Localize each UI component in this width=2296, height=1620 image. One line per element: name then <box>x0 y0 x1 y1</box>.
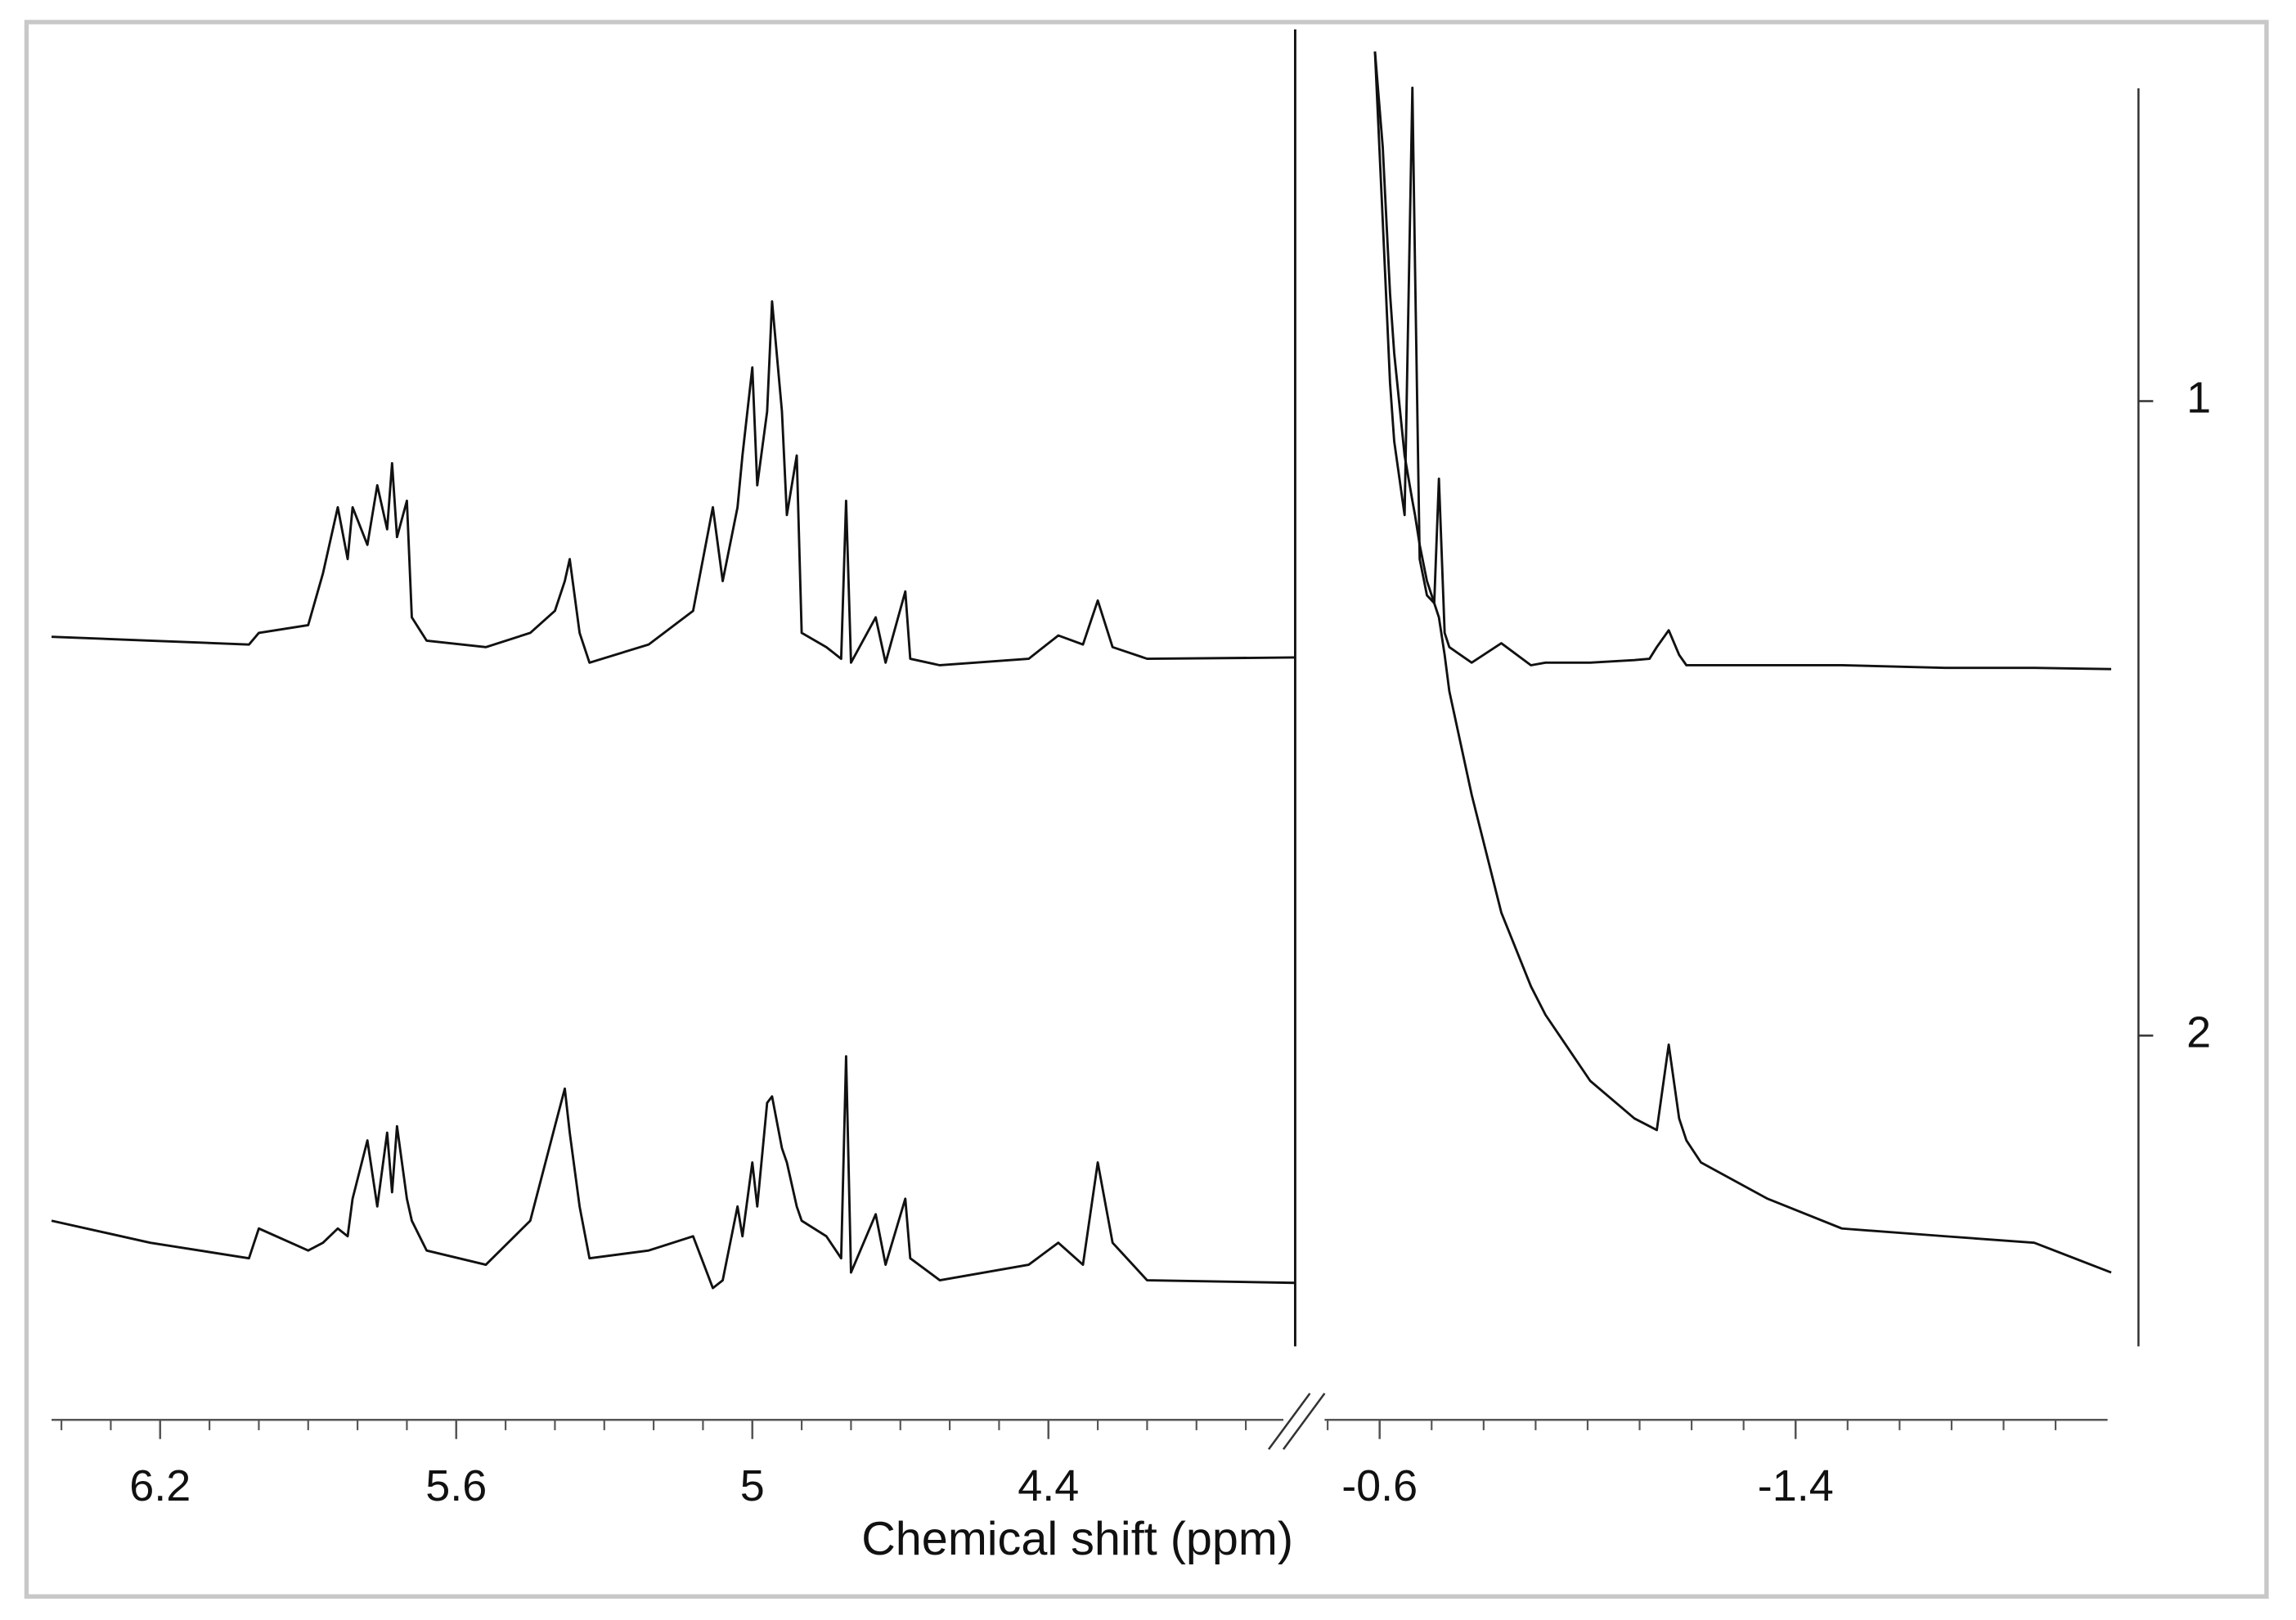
spectrum-line <box>51 300 1296 666</box>
spectrum-line <box>1373 51 2112 671</box>
axis-break <box>1268 1393 1311 1451</box>
spectrum-line <box>1373 51 2112 1274</box>
x-tick-label: -0.6 <box>1341 1461 1418 1510</box>
y-tick-label: 2 <box>2186 1008 2211 1057</box>
axis-break <box>1283 1393 1326 1451</box>
x-tick-label: -1.4 <box>1758 1461 1834 1510</box>
x-tick-label: 6.2 <box>129 1461 191 1510</box>
y-tick-label: 1 <box>2186 374 2211 423</box>
x-tick-label: 4.4 <box>1018 1461 1079 1510</box>
x-axis-title: Chemical shift (ppm) <box>861 1513 1293 1565</box>
spectrum-line <box>51 1055 1296 1290</box>
frame <box>24 20 2269 1599</box>
x-tick-label: 5.6 <box>425 1461 487 1510</box>
x-tick-label: 5 <box>740 1461 765 1510</box>
